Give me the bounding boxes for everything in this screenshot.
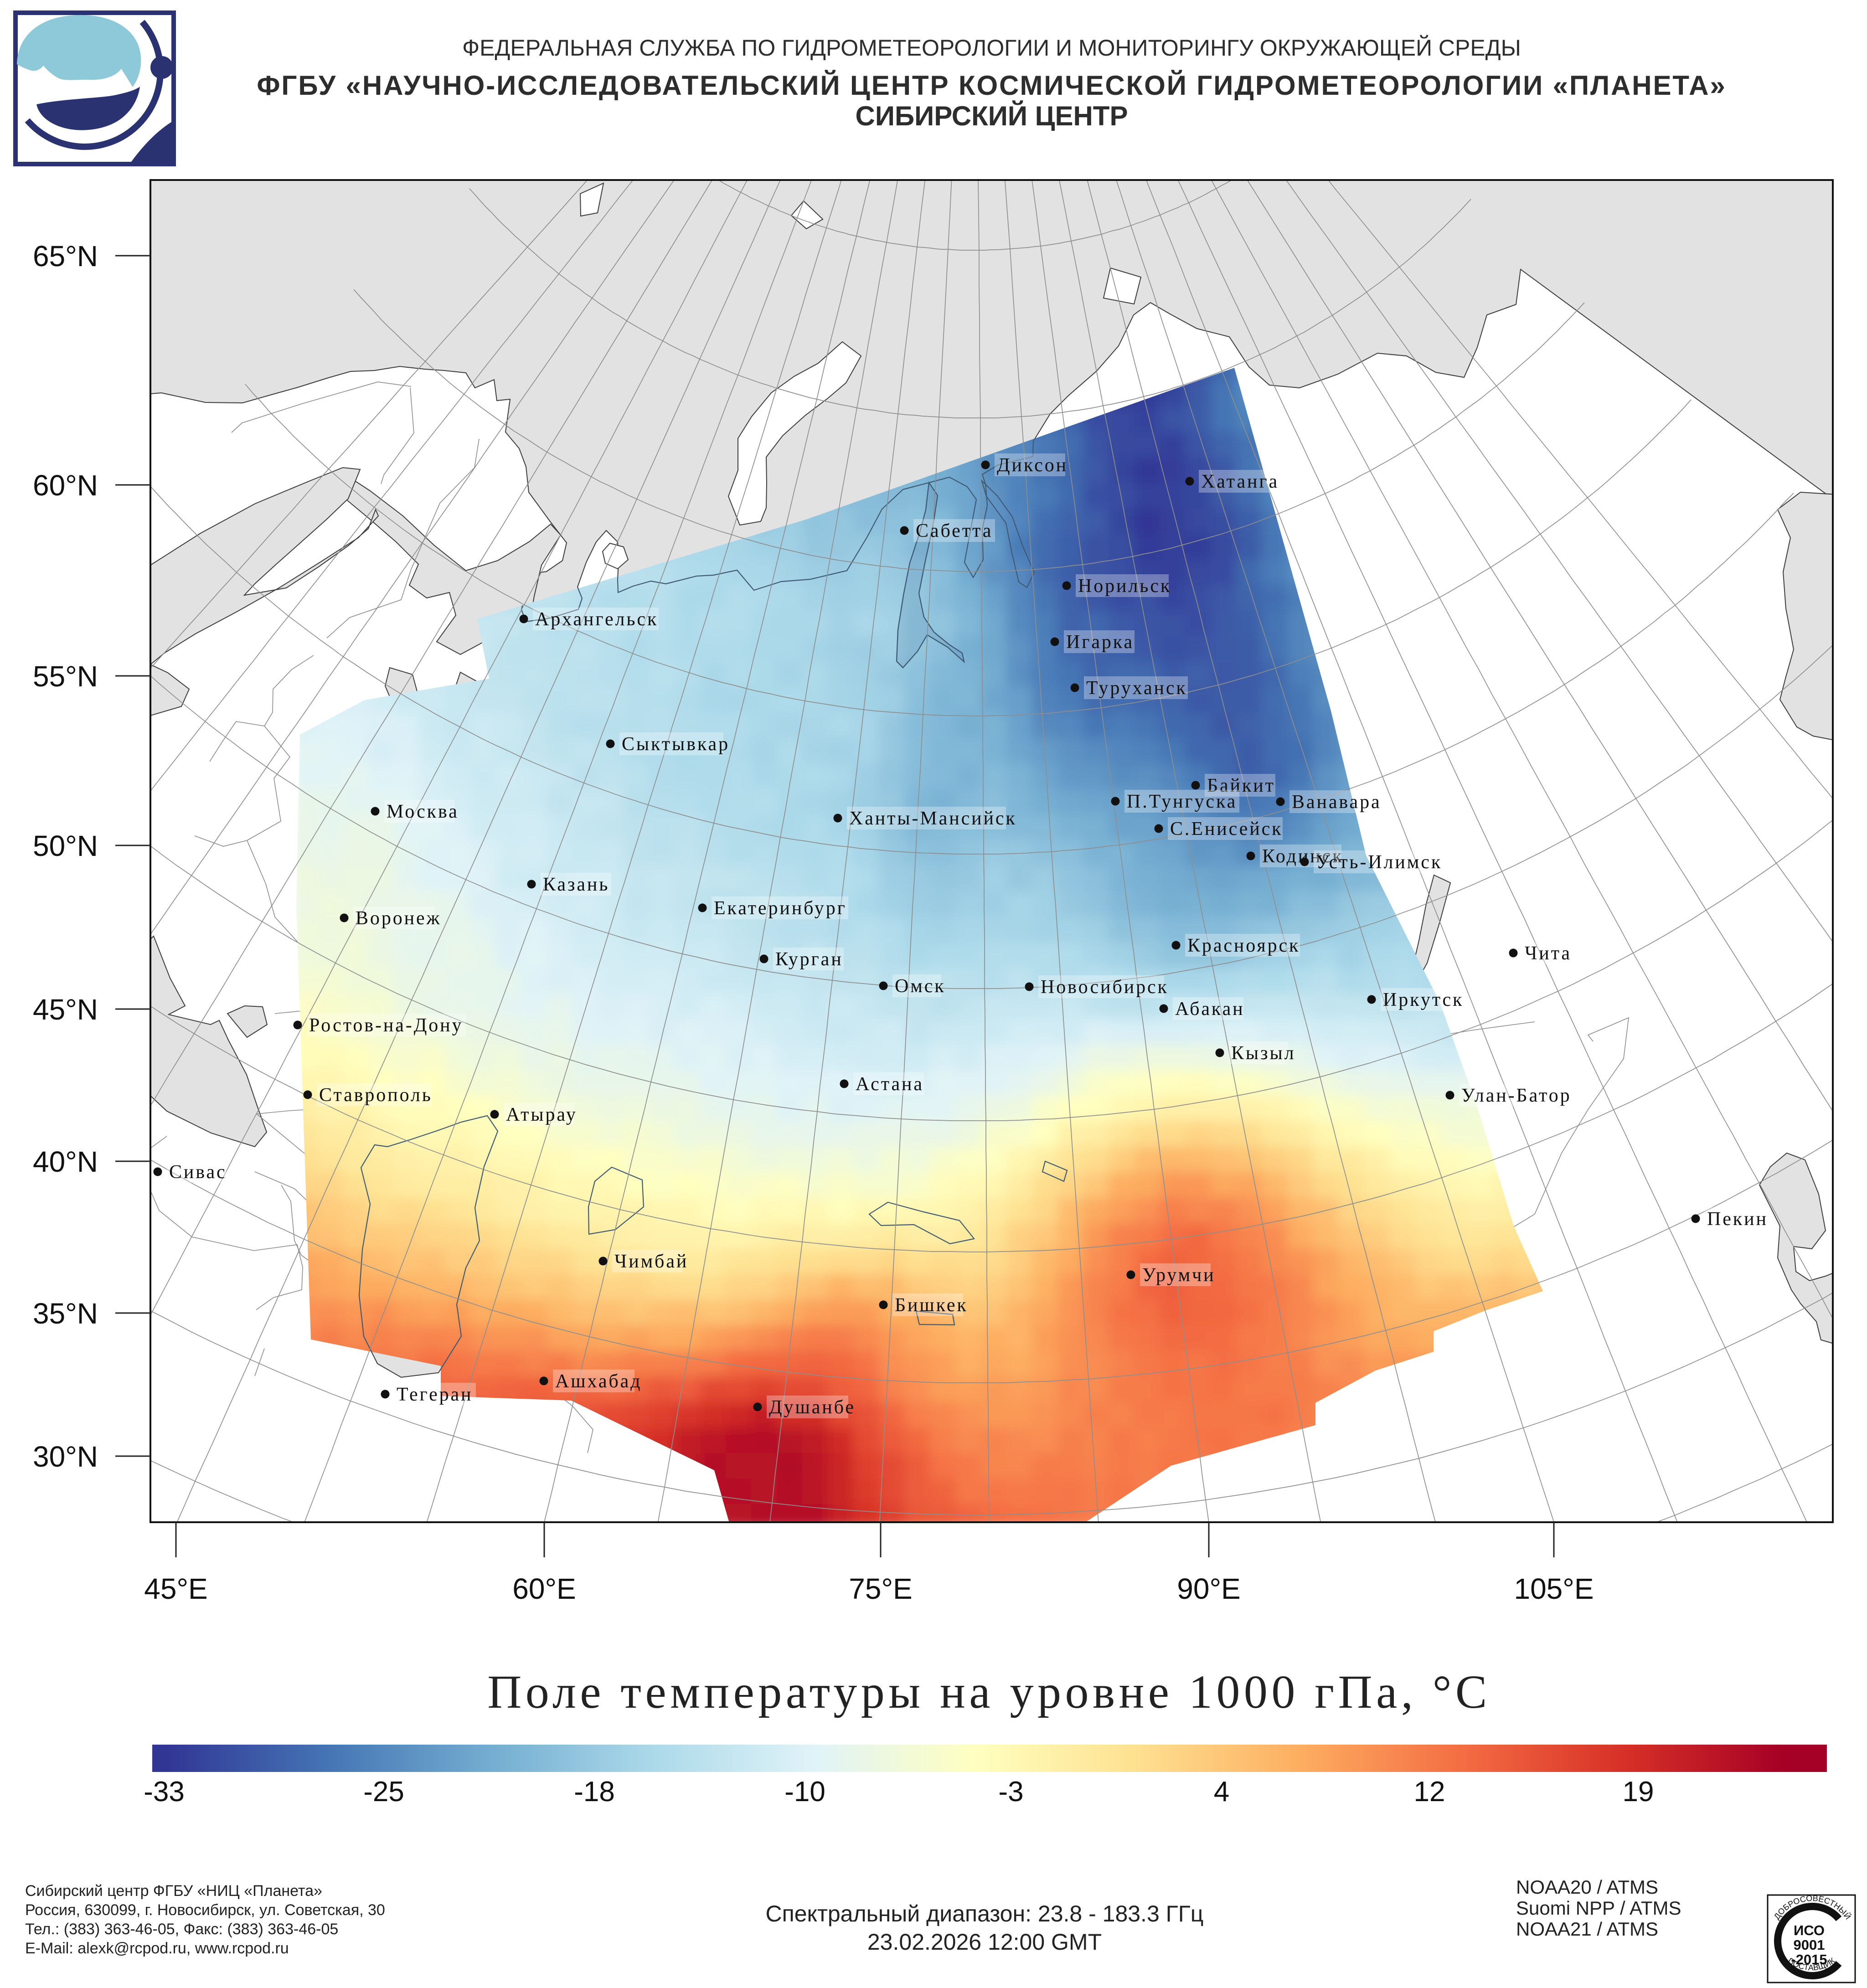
svg-text:Ханты-Мансийск: Ханты-Мансийск [849,808,1017,829]
svg-text:Норильск: Норильск [1078,576,1171,597]
svg-text:Кызыл: Кызыл [1231,1043,1296,1064]
svg-text:Иркутск: Иркутск [1383,989,1464,1010]
svg-text:45°E: 45°E [144,1572,207,1605]
svg-text:4: 4 [1214,1776,1229,1808]
svg-text:90°E: 90°E [1177,1572,1240,1605]
svg-text:Улан-Батор: Улан-Батор [1461,1085,1572,1106]
svg-text:Ставрополь: Ставрополь [319,1085,433,1106]
svg-text:Диксон: Диксон [997,455,1068,476]
svg-text:Екатеринбург: Екатеринбург [714,898,847,919]
svg-text:30°N: 30°N [33,1440,98,1473]
svg-text:Чита: Чита [1525,943,1572,964]
svg-text:9001: 9001 [1794,1937,1825,1953]
svg-text:-25: -25 [363,1776,404,1808]
svg-text:Архангельск: Архангельск [535,609,658,630]
svg-text:Тегеран: Тегеран [397,1384,473,1405]
svg-text:С.Енисейск: С.Енисейск [1170,819,1283,839]
svg-text:Казань: Казань [543,874,609,895]
svg-text:60°E: 60°E [512,1572,576,1605]
svg-text:Москва: Москва [387,801,459,822]
svg-text:П.Тунгуска: П.Тунгуска [1127,791,1237,812]
svg-text:Ванавара: Ванавара [1292,792,1382,813]
svg-text:12: 12 [1414,1776,1445,1808]
svg-text:105°E: 105°E [1514,1572,1594,1605]
svg-text:Ашхабад: Ашхабад [555,1371,642,1392]
svg-text:Пекин: Пекин [1707,1209,1768,1230]
svg-text:Усть-Илимск: Усть-Илимск [1316,852,1442,873]
svg-text:65°N: 65°N [33,240,98,273]
svg-text:Абакан: Абакан [1175,999,1245,1020]
svg-text:Красноярск: Красноярск [1187,935,1300,956]
svg-text:45°N: 45°N [33,993,98,1026]
svg-text:55°N: 55°N [33,660,98,693]
svg-text:Поле температуры на уровне 100: Поле температуры на уровне 1000 гПа, °C [487,1666,1491,1718]
svg-text:19: 19 [1623,1776,1654,1808]
svg-text:Воронеж: Воронеж [356,908,441,929]
svg-text:Атырау: Атырау [506,1104,578,1125]
svg-text:-33: -33 [144,1776,185,1808]
svg-text:Ростов-на-Дону: Ростов-на-Дону [309,1015,463,1036]
svg-text:75°E: 75°E [849,1572,912,1605]
svg-text:60°N: 60°N [33,469,98,502]
svg-text:Курган: Курган [775,949,843,970]
svg-text:Игарка: Игарка [1066,632,1134,653]
svg-text:Сабетта: Сабетта [916,520,993,541]
svg-text:Душанбе: Душанбе [769,1397,856,1418]
svg-text:40°N: 40°N [33,1145,98,1178]
svg-text:ИСО: ИСО [1794,1922,1825,1938]
svg-text:-3: -3 [998,1776,1023,1808]
svg-text:Новосибирск: Новосибирск [1041,977,1169,998]
svg-text:Сыктывкар: Сыктывкар [622,734,730,755]
svg-text:Сивас: Сивас [169,1162,227,1183]
svg-text:-2015: -2015 [1791,1952,1827,1967]
svg-text:Бишкек: Бишкек [895,1295,968,1316]
svg-text:-18: -18 [574,1776,615,1808]
svg-text:Омск: Омск [895,976,946,997]
svg-text:-10: -10 [784,1776,825,1808]
svg-text:Байкит: Байкит [1207,775,1275,796]
svg-text:Туруханск: Туруханск [1086,678,1187,699]
svg-text:35°N: 35°N [33,1297,98,1330]
svg-text:Чимбай: Чимбай [614,1251,688,1272]
svg-text:50°N: 50°N [33,829,98,862]
svg-text:Астана: Астана [856,1074,924,1095]
svg-text:Хатанга: Хатанга [1201,471,1279,492]
svg-text:Урумчи: Урумчи [1142,1265,1216,1286]
